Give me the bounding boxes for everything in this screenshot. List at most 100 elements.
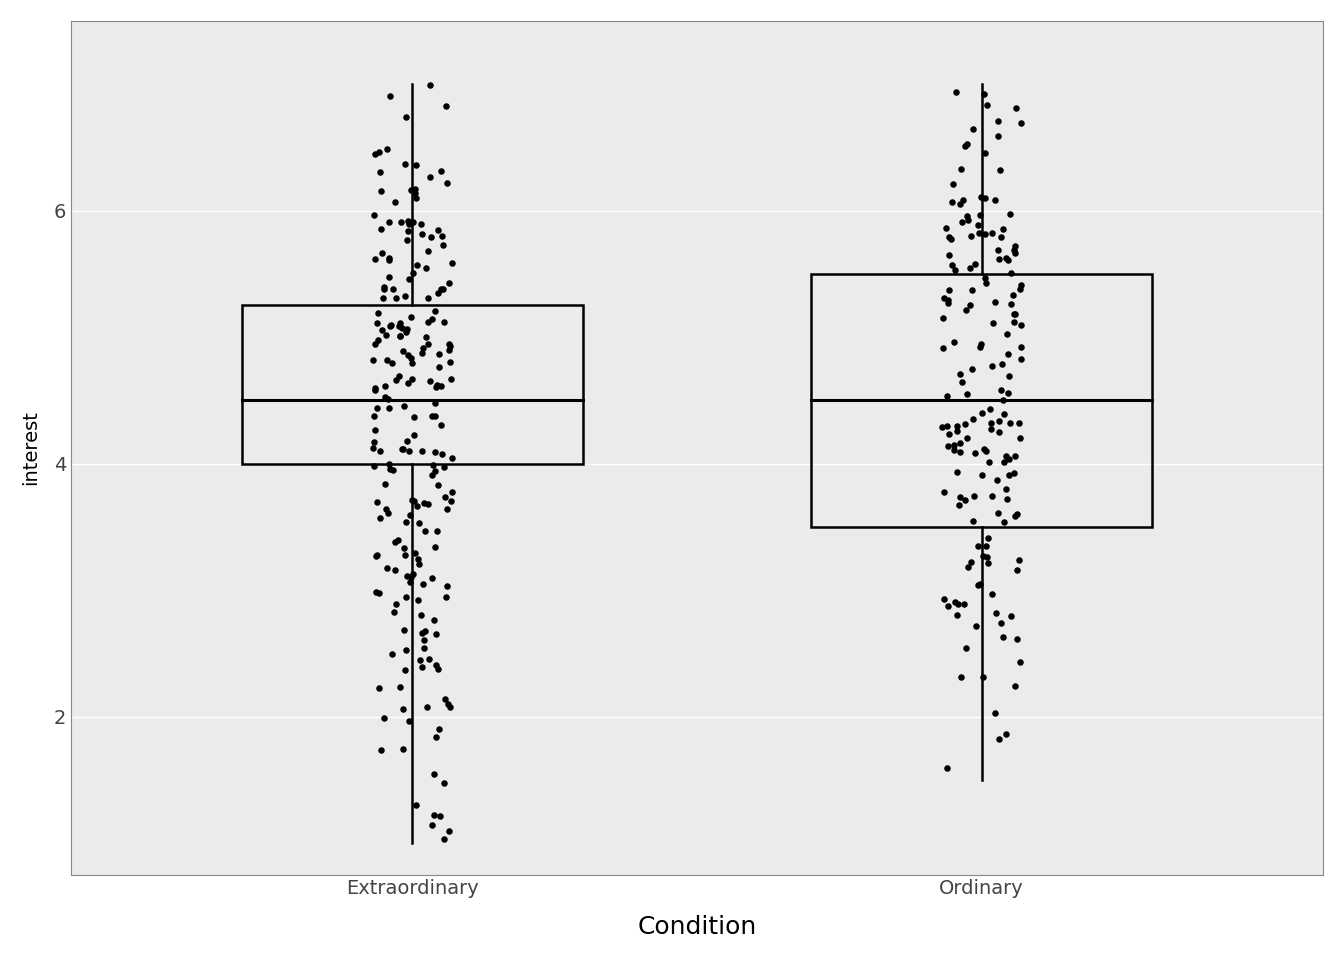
Point [945, 84, 966, 100]
Point [419, 169, 441, 184]
Point [374, 279, 395, 295]
Point [978, 454, 1000, 469]
Point [398, 444, 419, 459]
Point [933, 311, 954, 326]
Point [419, 373, 441, 389]
Point [1009, 318, 1031, 333]
Point [417, 290, 438, 305]
Point [427, 721, 449, 736]
Point [968, 577, 989, 592]
Point [956, 386, 977, 401]
Point [401, 309, 422, 324]
Point [995, 251, 1016, 266]
Point [363, 207, 384, 223]
Point [950, 161, 972, 177]
Point [366, 585, 387, 600]
Point [405, 181, 426, 197]
Point [384, 194, 406, 209]
Point [988, 243, 1009, 258]
Point [398, 216, 419, 231]
Point [395, 515, 417, 530]
Point [946, 419, 968, 434]
Point [429, 347, 450, 362]
Point [396, 322, 418, 337]
Point [392, 441, 414, 456]
Point [931, 420, 953, 435]
Point [964, 256, 985, 272]
Point [426, 729, 448, 744]
Point [435, 501, 457, 516]
Point [378, 269, 399, 284]
Point [364, 422, 386, 438]
Point [946, 608, 968, 623]
Point [427, 285, 449, 300]
Point [986, 505, 1008, 520]
Point [1004, 678, 1025, 693]
Point [985, 706, 1007, 721]
Point [370, 183, 391, 199]
Point [426, 523, 448, 539]
Point [950, 490, 972, 505]
Point [409, 652, 430, 667]
Point [954, 138, 976, 154]
Point [402, 492, 423, 508]
Point [423, 612, 445, 628]
Point [366, 549, 387, 564]
Point [969, 340, 991, 355]
Point [984, 192, 1005, 207]
Point [946, 465, 968, 480]
Point [375, 390, 396, 405]
Point [974, 539, 996, 554]
Point [957, 560, 978, 575]
Point [1000, 297, 1021, 312]
Point [968, 538, 989, 553]
Point [981, 587, 1003, 602]
Point [363, 408, 384, 423]
Point [425, 658, 446, 673]
Point [988, 413, 1009, 428]
Point [419, 78, 441, 93]
Point [986, 472, 1008, 488]
Point [438, 343, 460, 358]
Point [386, 372, 407, 388]
Point [421, 229, 442, 245]
Point [1000, 206, 1021, 222]
Point [981, 359, 1003, 374]
Point [997, 385, 1019, 400]
Point [413, 576, 434, 591]
Point [938, 247, 960, 262]
Point [1007, 631, 1028, 646]
Point [989, 251, 1011, 266]
Point [383, 463, 405, 478]
Point [961, 361, 982, 376]
Point [439, 338, 461, 353]
Point [1009, 430, 1031, 445]
Point [364, 336, 386, 351]
Point [423, 444, 445, 459]
Point [986, 129, 1008, 144]
Point [425, 396, 446, 411]
Point [972, 468, 993, 483]
Point [372, 323, 394, 338]
Point [390, 679, 411, 694]
Point [437, 697, 458, 712]
Point [403, 493, 425, 509]
Point [407, 551, 429, 566]
Point [422, 467, 444, 482]
Point [411, 660, 433, 675]
Point [375, 502, 396, 517]
Point [977, 555, 999, 570]
Point [398, 223, 419, 238]
Point [378, 214, 399, 229]
Point [960, 228, 981, 244]
Point [1004, 239, 1025, 254]
Point [429, 359, 450, 374]
Point [402, 371, 423, 386]
Point [383, 604, 405, 619]
Point [970, 190, 992, 205]
Point [438, 824, 460, 839]
Point [409, 516, 430, 531]
Point [406, 798, 427, 813]
Point [973, 441, 995, 456]
Point [406, 257, 427, 273]
